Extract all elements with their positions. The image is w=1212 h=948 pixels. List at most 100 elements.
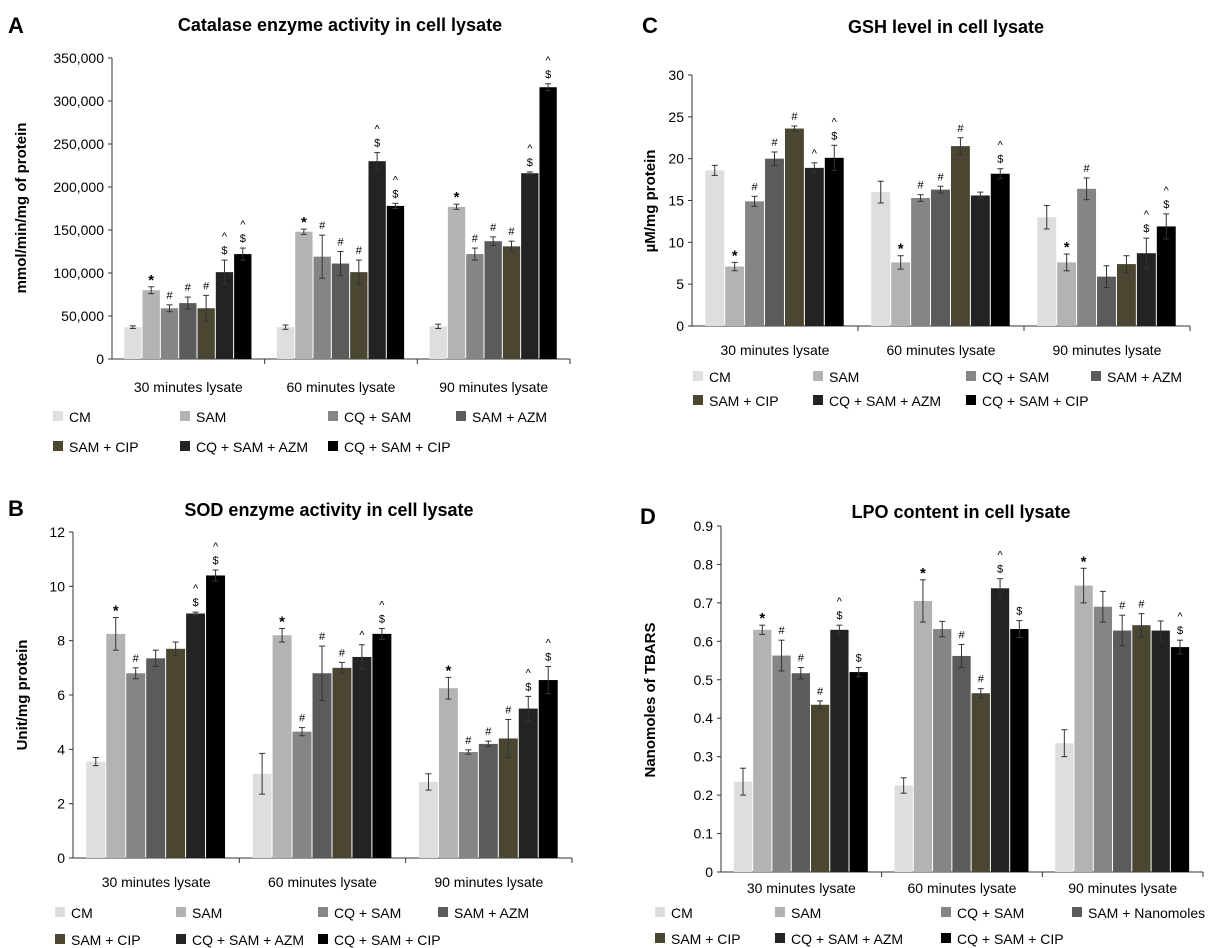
significance-mark: # — [957, 123, 964, 135]
significance-mark: * — [759, 610, 765, 627]
bar-cq-sam-azm-3 — [1136, 253, 1156, 326]
bar-cq-sam-cip-2 — [1010, 629, 1029, 872]
bar-sam-3 — [1074, 585, 1093, 872]
chart-title: GSH level in cell lysate — [848, 17, 1044, 37]
x-category-label: 60 minutes lysate — [287, 379, 396, 395]
legend-entry: CM — [69, 409, 91, 425]
bar-sam-azm-2 — [952, 655, 971, 872]
bar-sam-azm-1 — [146, 658, 166, 858]
x-category-label: 30 minutes lysate — [102, 874, 211, 890]
bar-cq-sam-3 — [1077, 188, 1097, 326]
y-tick-label: 0.8 — [694, 556, 714, 572]
bar-cm-2 — [894, 785, 913, 872]
significance-mark: $ — [212, 555, 218, 567]
significance-mark: ^ — [222, 231, 228, 243]
bar-cq-sam-3 — [1093, 606, 1113, 872]
y-tick-label: 0 — [96, 351, 104, 367]
significance-mark: * — [454, 189, 460, 206]
significance-mark: ^ — [837, 596, 843, 608]
significance-mark: ^ — [1177, 611, 1183, 623]
bar-cm-1 — [733, 781, 753, 872]
significance-mark: ^ — [375, 124, 381, 136]
legend-entry: SAM — [192, 905, 222, 921]
y-axis-label: Unit/mg protein — [14, 640, 31, 751]
significance-mark: $ — [525, 681, 531, 693]
legend-swatch — [693, 395, 703, 405]
legend-entry: CQ + SAM + CIP — [334, 932, 441, 948]
panel-label: C — [642, 13, 658, 38]
legend-swatch — [318, 934, 328, 944]
legend-swatch — [55, 907, 65, 917]
legend-entry: SAM + AZM — [454, 905, 529, 921]
bar-cq-sam-azm-1 — [830, 629, 849, 872]
y-axis-label: mmol/min/mg of protein — [13, 123, 30, 294]
significance-mark: # — [778, 625, 785, 637]
bar-cq-sam-azm-1 — [215, 272, 234, 359]
significance-mark: ^ — [193, 583, 199, 595]
bar-sam-cip-3 — [502, 246, 521, 359]
significance-mark: # — [798, 652, 805, 664]
bar-cq-sam-cip-1 — [206, 575, 226, 858]
significance-mark: # — [337, 237, 344, 249]
significance-mark: # — [339, 647, 346, 659]
significance-mark: # — [133, 653, 140, 665]
bar-sam-2 — [272, 635, 292, 858]
bar-sam-3 — [438, 688, 458, 858]
significance-mark: ^ — [379, 599, 385, 611]
significance-mark: ^ — [526, 667, 532, 679]
legend-entry: CQ + SAM + CIP — [957, 931, 1064, 947]
bar-sam-azm-1 — [765, 158, 784, 326]
legend-entry: SAM + AZM — [472, 409, 547, 425]
significance-mark: $ — [1177, 625, 1183, 637]
bar-sam-1 — [753, 629, 772, 872]
bar-cq-sam-azm-1 — [186, 613, 206, 858]
bar-sam-1 — [106, 633, 126, 858]
bar-sam-1 — [725, 266, 745, 326]
y-tick-label: 200,000 — [53, 179, 104, 195]
bar-cq-sam-azm-3 — [518, 708, 538, 858]
bar-cq-sam-2 — [933, 629, 952, 872]
significance-mark: # — [490, 222, 497, 234]
bar-cq-sam-cip-2 — [990, 173, 1010, 326]
y-tick-label: 5 — [676, 276, 684, 292]
significance-mark: $ — [997, 154, 1003, 166]
y-tick-label: 0.3 — [694, 749, 714, 765]
legend-swatch — [1072, 907, 1082, 917]
significance-mark: $ — [1016, 606, 1022, 618]
x-category-label: 90 minutes lysate — [1053, 342, 1162, 358]
bar-cq-sam-cip-1 — [849, 672, 868, 872]
y-tick-label: 250,000 — [53, 136, 104, 152]
y-tick-label: 150,000 — [53, 222, 104, 238]
significance-mark: $ — [545, 69, 551, 81]
bar-cm-3 — [429, 326, 447, 359]
y-tick-label: 10 — [668, 234, 684, 250]
legend-swatch — [180, 411, 190, 421]
legend-swatch — [813, 395, 823, 405]
chart-panel-a: A Catalase enzyme activity in cell lysate… — [8, 13, 571, 455]
significance-mark: ^ — [546, 637, 552, 649]
bar-cm-3 — [1037, 217, 1057, 326]
significance-mark: $ — [240, 233, 246, 245]
significance-mark: $ — [379, 613, 385, 625]
significance-mark: $ — [221, 245, 227, 257]
bar-cm-1 — [86, 761, 106, 858]
significance-mark: ^ — [546, 55, 552, 67]
bar-cq-sam-azm-3 — [521, 173, 539, 359]
y-tick-label: 25 — [668, 109, 684, 125]
significance-mark: * — [279, 613, 285, 630]
panel-label: B — [8, 496, 24, 521]
bar-cq-sam-cip-3 — [1156, 226, 1176, 326]
bar-cq-sam-1 — [126, 673, 146, 858]
bar-sam-azm-2 — [931, 189, 950, 326]
significance-mark: # — [978, 674, 985, 686]
significance-mark: # — [1084, 163, 1091, 175]
legend-swatch — [941, 907, 951, 917]
legend-entry: SAM + CIP — [709, 393, 779, 409]
significance-mark: * — [898, 241, 904, 258]
bar-cq-sam-3 — [466, 254, 484, 359]
bar-cm-2 — [871, 192, 891, 326]
significance-mark: * — [301, 214, 307, 231]
chart-title: LPO content in cell lysate — [851, 502, 1070, 522]
y-axis-label: Nanomoles of TBARS — [642, 622, 659, 777]
